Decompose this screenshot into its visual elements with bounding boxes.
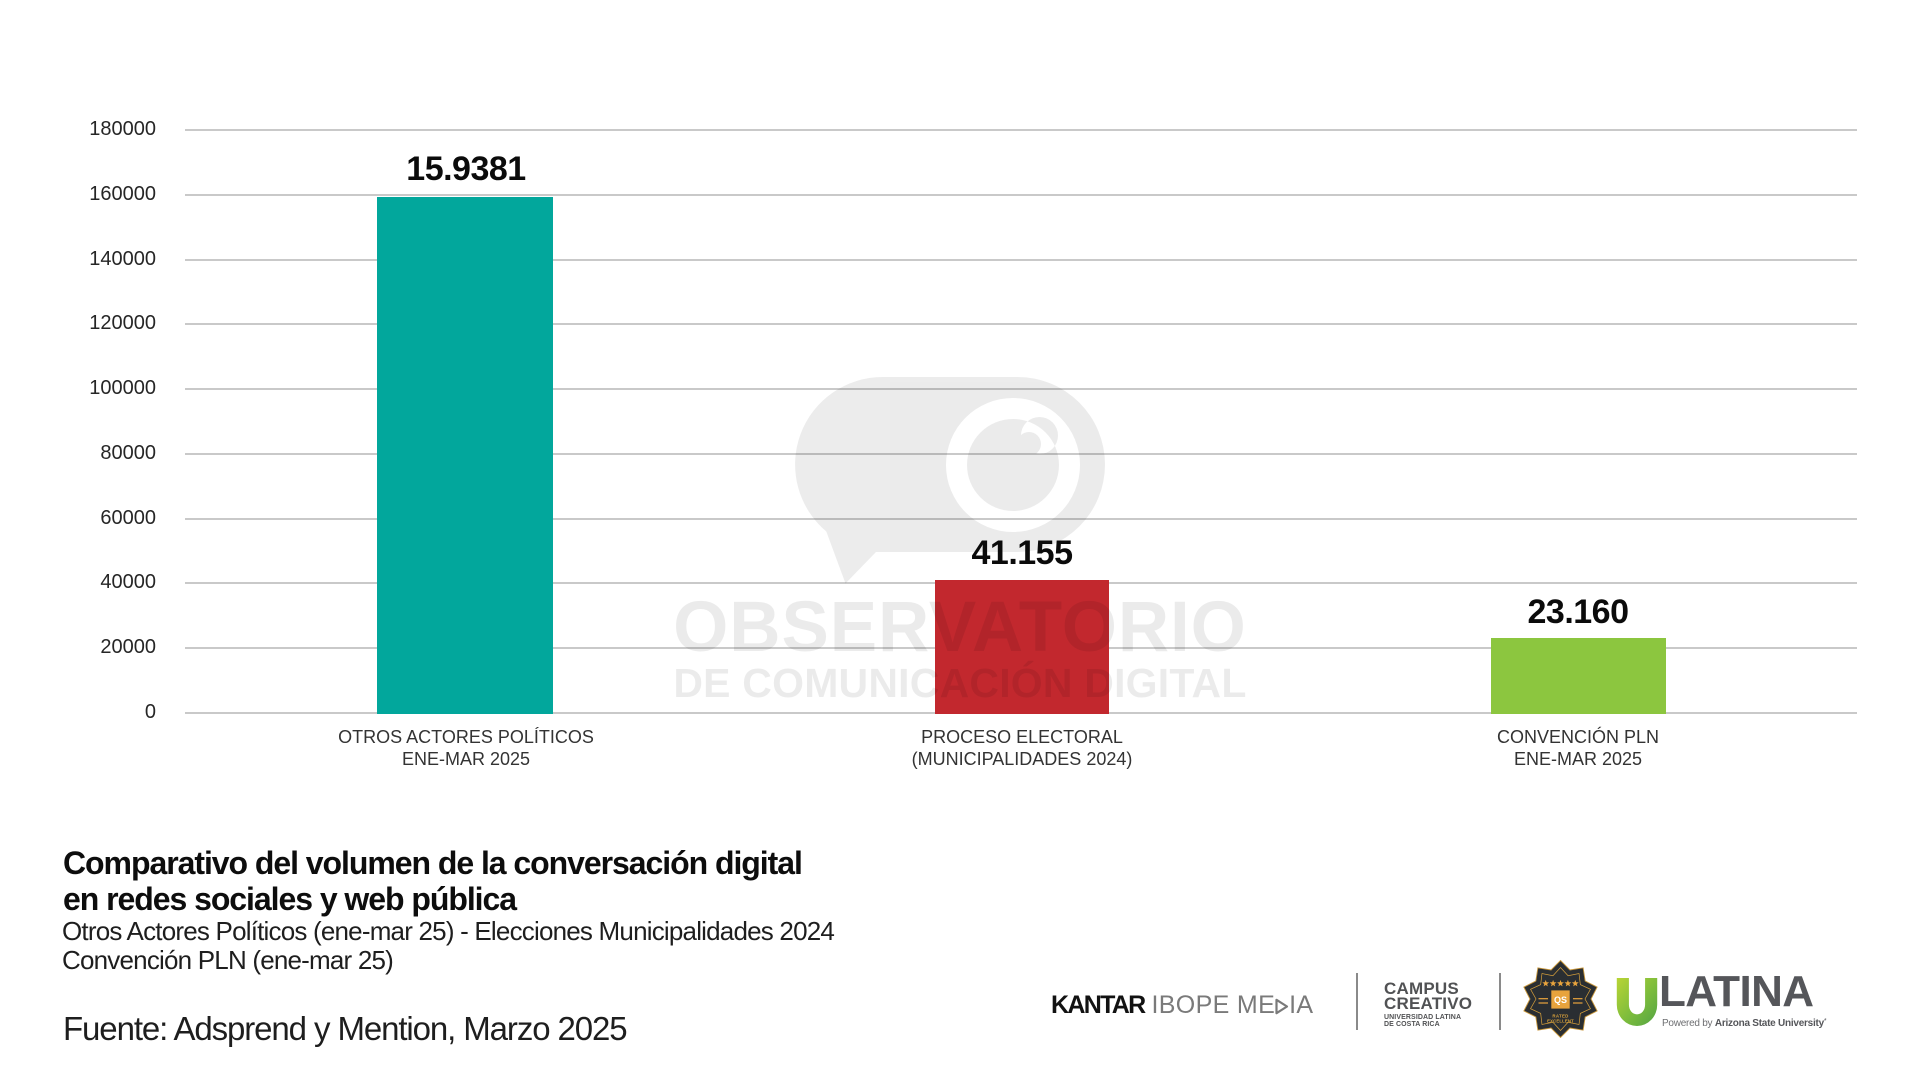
svg-text:EXCELLENT: EXCELLENT	[1547, 1019, 1574, 1024]
svg-text:RATED: RATED	[1552, 1013, 1568, 1018]
svg-text:QS: QS	[1554, 995, 1567, 1005]
